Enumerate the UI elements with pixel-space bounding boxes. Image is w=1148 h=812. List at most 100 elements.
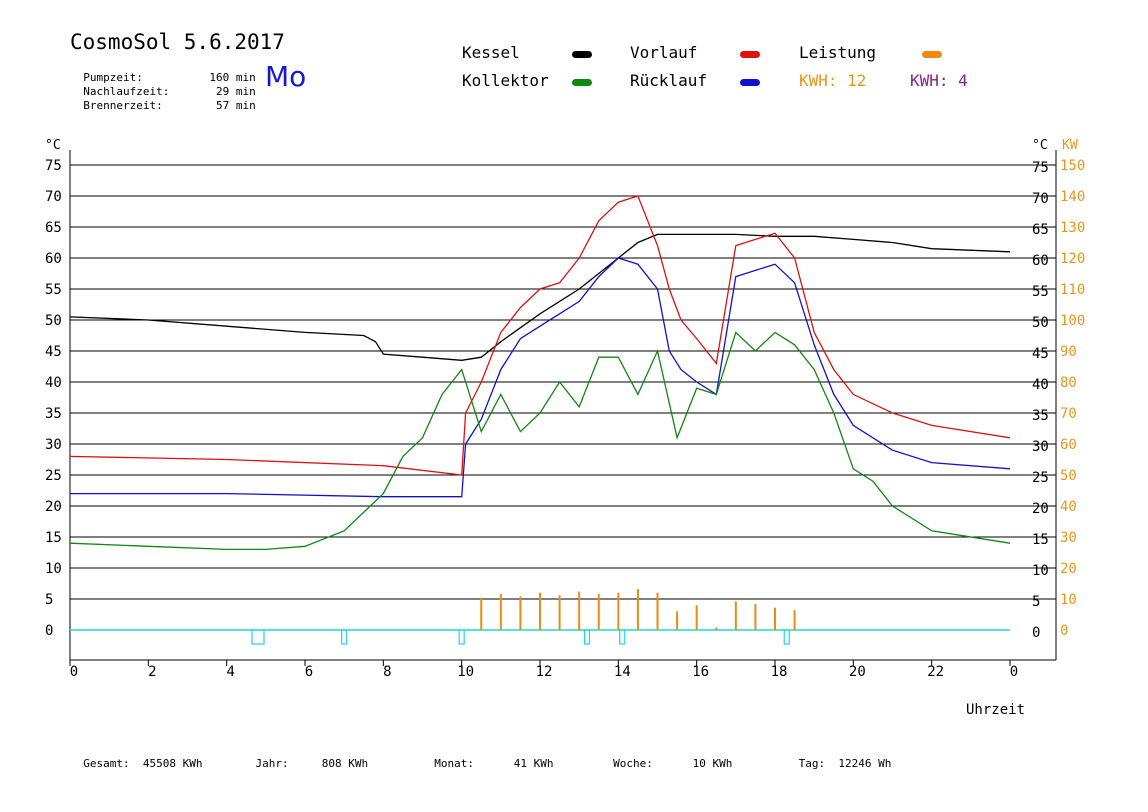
series-line-vorlauf — [69, 195, 1011, 476]
info-label: Brennerzeit: — [83, 99, 163, 112]
y-tick-label: 75 — [45, 158, 62, 174]
pump-marker — [619, 629, 626, 645]
kw-tick-label: 150 — [1060, 158, 1085, 174]
info-unit: min — [235, 99, 256, 112]
pump-marker — [251, 629, 265, 645]
series-line-kessel — [69, 233, 1011, 361]
legend-leistung-label: Leistung — [799, 43, 877, 62]
kw-tick-label: 0 — [1060, 623, 1068, 639]
x-tick-label: 8 — [383, 664, 391, 680]
info-pumpzeit: Pumpzeit: 160 min — [70, 58, 256, 84]
legend-ruecklauf-label: Rücklauf — [630, 71, 708, 90]
info-brennerzeit: Brennerzeit: 57 min — [70, 86, 256, 112]
footer-tag-label: Tag: — [798, 757, 826, 770]
y-tick-label-right: 10 — [1032, 563, 1049, 579]
legend-vorlauf-swatch — [740, 51, 760, 58]
x-tick-label: 12 — [536, 664, 553, 680]
kw-tick-label: 40 — [1060, 499, 1077, 515]
footer-jahr-label: Jahr: — [255, 757, 289, 770]
pump-marker — [583, 629, 591, 645]
y-tick-label-right: 0 — [1032, 625, 1040, 641]
legend-ruecklauf-swatch — [740, 79, 760, 86]
kw-tick-label: 110 — [1060, 282, 1085, 298]
footer-jahr-value: 808 KWh — [321, 757, 369, 770]
y-tick-label-right: 20 — [1032, 501, 1049, 517]
pump-marker — [341, 629, 348, 645]
info-label: Nachlaufzeit: — [83, 85, 170, 98]
x-tick-label: 0 — [70, 664, 78, 680]
x-tick-label: 20 — [849, 664, 866, 680]
x-tick-label: 6 — [305, 664, 313, 680]
y-tick-label: 10 — [45, 561, 62, 577]
y-tick-label: 15 — [45, 530, 62, 546]
legend-kollektor-label: Kollektor — [462, 71, 549, 90]
kw-tick-label: 20 — [1060, 561, 1077, 577]
y-tick-label-right: 35 — [1032, 408, 1049, 424]
kw-tick-label: 100 — [1060, 313, 1085, 329]
x-tick-label: 22 — [927, 664, 944, 680]
y-tick-label-right: 65 — [1032, 222, 1049, 238]
kw-tick-label: 140 — [1060, 189, 1085, 205]
info-unit: min — [235, 85, 256, 98]
info-value: 29 — [216, 85, 230, 98]
y-tick-label: 20 — [45, 499, 62, 515]
y-tick-label: 5 — [45, 592, 53, 608]
legend-vorlauf-label: Vorlauf — [630, 43, 698, 62]
kw-tick-label: 50 — [1060, 468, 1077, 484]
legend-leistung-swatch — [922, 51, 942, 58]
x-tick-label: 2 — [148, 664, 156, 680]
y-tick-label-right: 50 — [1032, 315, 1049, 331]
kw-tick-label: 10 — [1060, 592, 1077, 608]
y-tick-label: 35 — [45, 406, 62, 422]
footer-tag-value: 12246 Wh — [838, 757, 892, 770]
legend-kwh-burner: KWH: 4 — [910, 71, 968, 90]
kw-tick-label: 90 — [1060, 344, 1077, 360]
y-tick-label-right: 40 — [1032, 377, 1049, 393]
y-axis-unit-right: °C — [1032, 138, 1048, 153]
x-tick-label: 4 — [226, 664, 234, 680]
chart-title: CosmoSol 5.6.2017 — [70, 30, 285, 54]
info-value: 160 — [209, 71, 230, 84]
y-tick-label: 55 — [45, 282, 62, 298]
series-line-rcklauf — [70, 257, 1011, 498]
y-tick-label-right: 25 — [1032, 470, 1049, 486]
y-tick-label-right: 70 — [1032, 191, 1049, 207]
kw-tick-label: 80 — [1060, 375, 1077, 391]
legend-kollektor-swatch — [572, 79, 592, 86]
x-tick-label: 14 — [614, 664, 631, 680]
footer-woche-label: Woche: — [613, 757, 653, 770]
footer-woche-value: 10 KWh — [692, 757, 733, 770]
y-tick-label-right: 55 — [1032, 284, 1049, 300]
kw-tick-label: 60 — [1060, 437, 1077, 453]
kw-tick-label: 70 — [1060, 406, 1077, 422]
y-tick-label: 25 — [45, 468, 62, 484]
pump-marker — [458, 629, 465, 645]
footer-gesamt-label: Gesamt: — [83, 757, 130, 770]
series-line-kollektor — [69, 331, 1011, 551]
y-tick-label: 40 — [45, 375, 62, 391]
x-tick-label: 18 — [771, 664, 788, 680]
y-tick-label: 45 — [45, 344, 62, 360]
footer-monat-label: Monat: — [434, 757, 475, 770]
kw-tick-label: 30 — [1060, 530, 1077, 546]
x-tick-label: 10 — [457, 664, 474, 680]
y-tick-label-right: 5 — [1032, 594, 1040, 610]
info-nachlaufzeit: Nachlaufzeit: 29 min — [70, 72, 256, 98]
pump-marker — [783, 629, 790, 645]
y-tick-label-right: 60 — [1032, 253, 1049, 269]
weekday-label: Mo — [265, 60, 307, 93]
y-tick-label: 50 — [45, 313, 62, 329]
footer-monat-value: 41 KWh — [513, 757, 554, 770]
kw-tick-label: 130 — [1060, 220, 1085, 236]
y-tick-label-right: 45 — [1032, 346, 1049, 362]
footer-gesamt-value: 45508 KWh — [142, 757, 203, 770]
y-tick-label-right: 30 — [1032, 439, 1049, 455]
y-tick-label-right: 15 — [1032, 532, 1049, 548]
y-tick-label-right: 75 — [1032, 160, 1049, 176]
legend-kessel-swatch — [572, 51, 592, 58]
y-tick-label: 30 — [45, 437, 62, 453]
kw-tick-label: 120 — [1060, 251, 1085, 267]
y-tick-label: 65 — [45, 220, 62, 236]
kw-axis-unit: KW — [1062, 138, 1078, 153]
